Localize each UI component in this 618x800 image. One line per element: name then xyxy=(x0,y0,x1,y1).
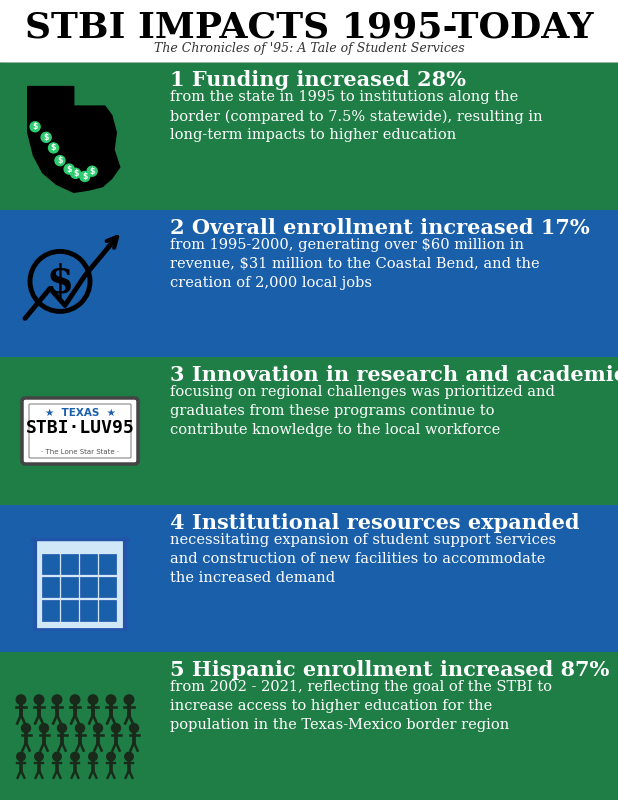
FancyBboxPatch shape xyxy=(35,538,125,629)
FancyBboxPatch shape xyxy=(80,554,97,574)
Bar xyxy=(0,653,618,800)
Circle shape xyxy=(124,695,133,704)
Circle shape xyxy=(30,122,40,132)
Circle shape xyxy=(40,723,48,733)
Text: The Chronicles of '95: A Tale of Student Services: The Chronicles of '95: A Tale of Student… xyxy=(154,42,464,55)
Circle shape xyxy=(88,695,98,704)
Circle shape xyxy=(93,723,103,733)
Circle shape xyxy=(53,695,62,704)
Circle shape xyxy=(107,752,115,761)
Circle shape xyxy=(87,166,97,176)
Text: $: $ xyxy=(46,262,74,301)
FancyBboxPatch shape xyxy=(61,554,78,574)
Circle shape xyxy=(106,695,116,704)
Text: ★  TEXAS  ★: ★ TEXAS ★ xyxy=(44,408,116,418)
Text: 2 Overall enrollment increased 17%: 2 Overall enrollment increased 17% xyxy=(170,218,590,238)
Circle shape xyxy=(41,132,51,142)
Circle shape xyxy=(17,752,25,761)
FancyBboxPatch shape xyxy=(80,600,97,621)
Text: 1 Funding increased 28%: 1 Funding increased 28% xyxy=(170,70,466,90)
Circle shape xyxy=(34,695,44,704)
FancyBboxPatch shape xyxy=(22,398,138,464)
Circle shape xyxy=(22,723,30,733)
Text: $: $ xyxy=(57,156,62,165)
Text: STBI IMPACTS 1995-TODAY: STBI IMPACTS 1995-TODAY xyxy=(25,10,593,44)
Circle shape xyxy=(16,695,26,704)
Circle shape xyxy=(35,752,43,761)
Text: 4 Institutional resources expanded: 4 Institutional resources expanded xyxy=(170,513,580,533)
FancyBboxPatch shape xyxy=(42,577,59,598)
Text: $: $ xyxy=(51,143,56,153)
Circle shape xyxy=(89,752,97,761)
Text: · The Lone Star State ·: · The Lone Star State · xyxy=(41,449,119,455)
FancyBboxPatch shape xyxy=(99,554,116,574)
Circle shape xyxy=(75,723,85,733)
Text: $: $ xyxy=(67,165,72,174)
FancyBboxPatch shape xyxy=(42,554,59,574)
Circle shape xyxy=(57,723,67,733)
Text: necessitating expansion of student support services
and construction of new faci: necessitating expansion of student suppo… xyxy=(170,533,556,585)
Bar xyxy=(0,210,618,357)
Text: 3 Innovation in research and academics: 3 Innovation in research and academics xyxy=(170,365,618,385)
Circle shape xyxy=(111,723,121,733)
Text: from 2002 - 2021, reflecting the goal of the STBI to
increase access to higher e: from 2002 - 2021, reflecting the goal of… xyxy=(170,680,552,732)
FancyBboxPatch shape xyxy=(61,577,78,598)
Circle shape xyxy=(70,752,79,761)
Circle shape xyxy=(80,171,90,182)
Text: focusing on regional challenges was prioritized and
graduates from these program: focusing on regional challenges was prio… xyxy=(170,385,555,437)
FancyBboxPatch shape xyxy=(80,577,97,598)
Bar xyxy=(0,357,618,505)
Text: $: $ xyxy=(82,172,88,181)
Text: $: $ xyxy=(73,169,78,178)
Polygon shape xyxy=(28,86,120,192)
Text: $: $ xyxy=(32,122,38,131)
FancyBboxPatch shape xyxy=(61,600,78,621)
Text: $: $ xyxy=(90,166,95,176)
Text: $: $ xyxy=(43,133,49,142)
FancyBboxPatch shape xyxy=(99,600,116,621)
FancyBboxPatch shape xyxy=(99,577,116,598)
Circle shape xyxy=(125,752,133,761)
Circle shape xyxy=(130,723,138,733)
Text: STBI·LUV95: STBI·LUV95 xyxy=(25,419,134,437)
Circle shape xyxy=(70,168,80,178)
Bar xyxy=(0,505,618,652)
Circle shape xyxy=(70,695,80,704)
FancyBboxPatch shape xyxy=(42,600,59,621)
Text: from the state in 1995 to institutions along the
border (compared to 7.5% statew: from the state in 1995 to institutions a… xyxy=(170,90,543,142)
Circle shape xyxy=(48,143,59,153)
Circle shape xyxy=(53,752,61,761)
Text: 5 Hispanic enrollment increased 87%: 5 Hispanic enrollment increased 87% xyxy=(170,660,609,680)
Text: from 1995-2000, generating over $60 million in
revenue, $31 million to the Coast: from 1995-2000, generating over $60 mill… xyxy=(170,238,540,290)
Circle shape xyxy=(55,156,65,166)
Circle shape xyxy=(64,164,74,174)
Bar xyxy=(0,62,618,210)
